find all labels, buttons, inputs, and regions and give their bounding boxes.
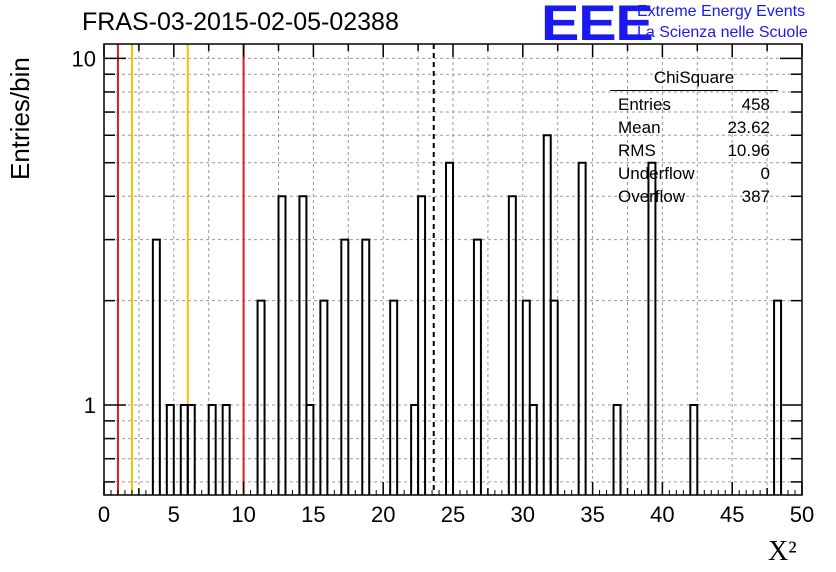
stats-title: ChiSquare	[610, 68, 778, 91]
histogram-bar	[549, 299, 559, 495]
histogram-bar	[361, 238, 371, 495]
stats-row-entries: Entries 458	[610, 93, 778, 116]
logo-line-2: La Scienza nelle Scuole	[637, 24, 808, 41]
histogram-bar	[472, 238, 482, 495]
logo-line-1: Extreme Energy Events	[637, 3, 806, 20]
x-tick-label: 40	[650, 502, 674, 527]
histogram-bar	[221, 403, 231, 495]
stats-row-underflow: Underflow 0	[610, 162, 778, 185]
histogram-bar	[647, 161, 657, 495]
histogram-bar	[256, 299, 266, 495]
histogram-bar	[528, 403, 538, 495]
stats-label: Mean	[618, 118, 661, 137]
stats-value: 23.62	[727, 118, 770, 137]
stats-row-overflow: Overflow 387	[610, 185, 778, 208]
x-tick-label: 20	[371, 502, 395, 527]
histogram-bar	[340, 238, 350, 495]
histogram-bar	[389, 299, 399, 495]
histogram-bars	[151, 134, 783, 495]
y-tick-label: 1	[84, 393, 96, 418]
histogram-bar	[417, 195, 427, 495]
histogram-bar	[277, 195, 287, 495]
stats-value: 387	[741, 187, 770, 206]
plot-frame	[103, 43, 803, 496]
histogram-bar	[298, 195, 308, 495]
y-tick-label: 10	[72, 46, 96, 71]
stats-label: Overflow	[618, 187, 686, 206]
histogram-bar	[507, 195, 517, 495]
histogram-bar	[521, 299, 531, 495]
stats-label: RMS	[618, 141, 656, 160]
x-tick-label: 50	[790, 502, 814, 527]
stats-label: Entries	[618, 95, 671, 114]
x-tick-label: 15	[301, 502, 325, 527]
x-tick-label: 30	[511, 502, 535, 527]
stats-row-mean: Mean 23.62	[610, 116, 778, 139]
histogram-bar	[689, 403, 699, 495]
x-axis-label: X²	[768, 536, 797, 567]
stats-box: ChiSquare Entries 458 Mean 23.62 RMS 10.…	[610, 68, 778, 208]
eee-logo: EEE	[541, 0, 654, 51]
tick-labels: 0 5 10 15 20 25 30 35 40 45 50 1 10	[72, 46, 815, 527]
x-tick-label: 0	[98, 502, 110, 527]
histogram-bar	[305, 403, 315, 495]
stats-value: 10.96	[727, 141, 770, 160]
x-tick-label: 10	[231, 502, 255, 527]
stats-value: 0	[760, 164, 770, 183]
histogram-bar	[165, 403, 175, 495]
reference-lines	[116, 44, 435, 495]
stats-label: Underflow	[618, 164, 695, 183]
x-tick-label: 45	[720, 502, 744, 527]
histogram-bar	[577, 161, 587, 495]
histogram-bar	[186, 403, 196, 495]
chart-title: FRAS-03-2015-02-05-02388	[82, 8, 399, 36]
histogram-bar	[319, 299, 329, 495]
histogram-bar	[445, 161, 454, 495]
stats-value: 458	[741, 95, 770, 114]
x-tick-label: 5	[168, 502, 180, 527]
x-tick-label: 35	[580, 502, 604, 527]
histogram-bar	[542, 134, 552, 495]
histogram-bar	[773, 299, 783, 495]
stats-row-rms: RMS 10.96	[610, 139, 778, 162]
histogram-bar	[151, 238, 161, 495]
x-tick-label: 25	[441, 502, 465, 527]
histogram-bar	[612, 403, 622, 495]
histogram-bar	[207, 403, 217, 495]
y-axis-label: Entries/bin	[5, 57, 35, 180]
